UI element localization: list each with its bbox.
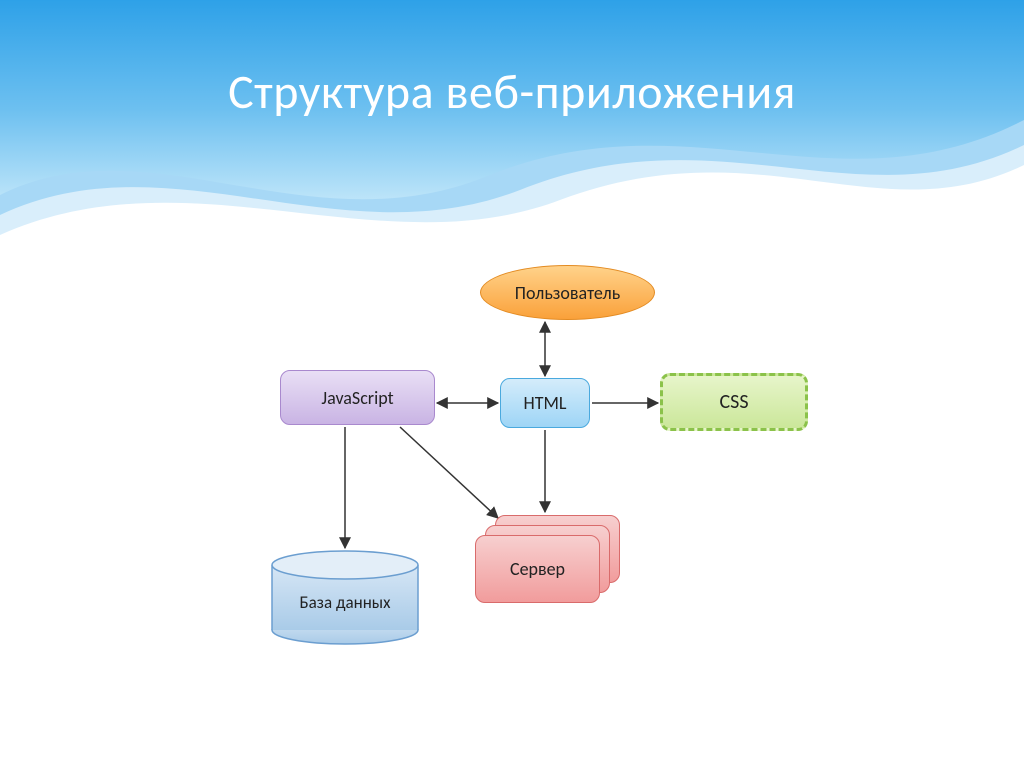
- node-css-label: CSS: [719, 390, 748, 414]
- diagram: Пользователь HTML JavaScript CSS Сервер: [210, 260, 830, 680]
- node-js-label: JavaScript: [321, 387, 393, 409]
- edge-js-server: [400, 427, 498, 518]
- node-server: Сервер: [475, 515, 620, 603]
- node-user: Пользователь: [480, 265, 655, 320]
- node-db-label: База данных: [300, 592, 391, 613]
- node-javascript: JavaScript: [280, 370, 435, 425]
- node-database: База данных: [270, 550, 420, 645]
- node-css: CSS: [660, 373, 808, 431]
- node-server-label: Сервер: [510, 558, 565, 580]
- node-html: HTML: [500, 378, 590, 428]
- server-card-front: Сервер: [475, 535, 600, 603]
- slide-title: Структура веб-приложения: [0, 62, 1024, 121]
- slide: Структура веб-приложения Пользовател: [0, 0, 1024, 767]
- node-user-label: Пользователь: [515, 282, 620, 304]
- node-html-label: HTML: [524, 392, 567, 414]
- wave-background: [0, 0, 1024, 280]
